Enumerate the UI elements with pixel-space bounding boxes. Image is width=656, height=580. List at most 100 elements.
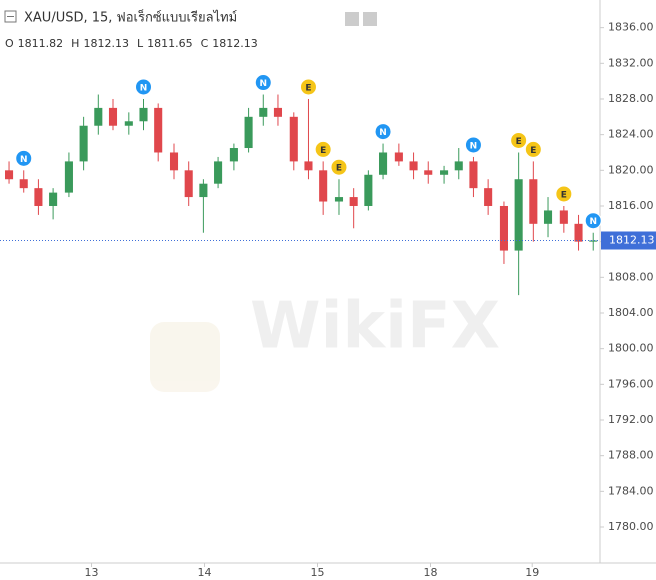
- event-label: N: [20, 155, 28, 165]
- event-marker: [524, 140, 542, 158]
- y-tick-label: 1820.00: [608, 163, 654, 176]
- y-tick-label: 1796.00: [608, 377, 654, 390]
- candle-body: [5, 170, 14, 180]
- y-tick-label: 1808.00: [608, 270, 654, 283]
- candle-body: [409, 161, 418, 171]
- candle-body: [214, 161, 223, 184]
- ohlc-key: H: [71, 37, 79, 50]
- candle-body: [440, 170, 449, 175]
- candle-body: [304, 161, 313, 171]
- candle-body: [64, 161, 73, 193]
- event-marker: [135, 78, 153, 96]
- candle-body: [289, 116, 298, 162]
- ohlc-value: 1812.13: [83, 37, 129, 50]
- candle-body: [19, 179, 28, 189]
- event-label: N: [140, 83, 148, 93]
- event-label: N: [260, 79, 268, 89]
- event-label: E: [336, 164, 342, 174]
- event-marker: [299, 78, 317, 96]
- y-tick-label: 1788.00: [608, 449, 654, 462]
- event-marker: [584, 212, 602, 230]
- candle-body: [139, 107, 148, 122]
- watermark-logo: [150, 322, 220, 392]
- candle-body: [154, 107, 163, 153]
- candle-body: [199, 183, 208, 198]
- watermark: WikiFX: [150, 290, 500, 392]
- y-tick-label: 1816.00: [608, 199, 654, 212]
- candle-body: [94, 107, 103, 126]
- x-tick-label: 15: [311, 566, 325, 579]
- candle-body: [364, 174, 373, 206]
- candle-body: [559, 210, 568, 224]
- settings-button[interactable]: [345, 12, 359, 26]
- event-marker: [464, 136, 482, 154]
- x-tick-label: 13: [85, 566, 99, 579]
- candle-body: [543, 210, 553, 224]
- candle-body: [454, 161, 463, 171]
- candle-body: [514, 179, 523, 251]
- ohlc-header: O 1811.82 H 1812.13 L 1811.65 C 1812.13: [5, 37, 258, 50]
- settings-button[interactable]: [363, 12, 377, 26]
- y-tick-label: 1780.00: [608, 520, 654, 533]
- ohlc-value: 1811.65: [147, 37, 193, 50]
- y-tick-label: 1832.00: [608, 56, 654, 69]
- watermark-text: WikiFX: [250, 290, 500, 364]
- event-marker: [314, 140, 332, 158]
- x-tick-label: 14: [198, 566, 212, 579]
- last-price-box: [601, 231, 656, 250]
- event-label: N: [470, 141, 478, 151]
- event-label: E: [305, 83, 311, 93]
- candle-body: [259, 107, 268, 117]
- candle-body: [469, 161, 478, 189]
- candle-body: [273, 107, 283, 117]
- y-tick-label: 1828.00: [608, 92, 654, 105]
- event-label: N: [379, 128, 387, 138]
- candle-body: [244, 116, 253, 149]
- event-marker: [254, 74, 272, 92]
- y-tick-label: 1784.00: [608, 484, 654, 497]
- candle-body: [49, 192, 58, 206]
- event-marker: [15, 149, 33, 167]
- event-marker: [330, 158, 348, 176]
- ohlc-key: O: [5, 37, 14, 50]
- y-tick-label: 1824.00: [608, 128, 654, 141]
- x-tick-label: 19: [525, 566, 539, 579]
- ohlc-key: C: [201, 37, 209, 50]
- last-price-label: 1812.13: [609, 233, 655, 246]
- ohlc-value: 1811.82: [18, 37, 64, 50]
- candle-body: [334, 197, 344, 202]
- candle-body: [169, 152, 179, 171]
- candle-body: [379, 152, 388, 175]
- chart-title: XAU/USD, 15, ฟอเร็กซ์แบบเรียลไทม์: [24, 8, 237, 26]
- candle-body: [499, 205, 508, 251]
- candle-body: [574, 223, 583, 242]
- candle-body: [124, 121, 133, 126]
- candle-body: [424, 170, 433, 175]
- event-marker: [374, 123, 392, 141]
- ohlc-key: L: [137, 37, 144, 50]
- candle-body: [349, 197, 358, 206]
- candle-body: [34, 188, 43, 206]
- collapse-button[interactable]: [4, 10, 17, 23]
- event-label: E: [530, 146, 536, 156]
- x-tick-label: 18: [424, 566, 438, 579]
- event-marker: [510, 131, 528, 149]
- y-tick-label: 1804.00: [608, 306, 654, 319]
- candle-body: [108, 107, 118, 126]
- candle-body: [229, 148, 238, 162]
- candle-body: [184, 170, 193, 198]
- candle-body: [484, 188, 493, 206]
- y-tick-label: 1800.00: [608, 342, 654, 355]
- candle-body: [319, 170, 328, 202]
- event-label: E: [516, 137, 522, 147]
- y-tick-label: 1792.00: [608, 413, 654, 426]
- y-tick-label: 1836.00: [608, 21, 654, 34]
- candle-body: [394, 152, 403, 162]
- event-marker: [555, 185, 573, 203]
- candle-body: [79, 125, 88, 162]
- event-label: E: [320, 146, 326, 156]
- event-label: E: [561, 190, 567, 200]
- event-label: N: [589, 217, 597, 227]
